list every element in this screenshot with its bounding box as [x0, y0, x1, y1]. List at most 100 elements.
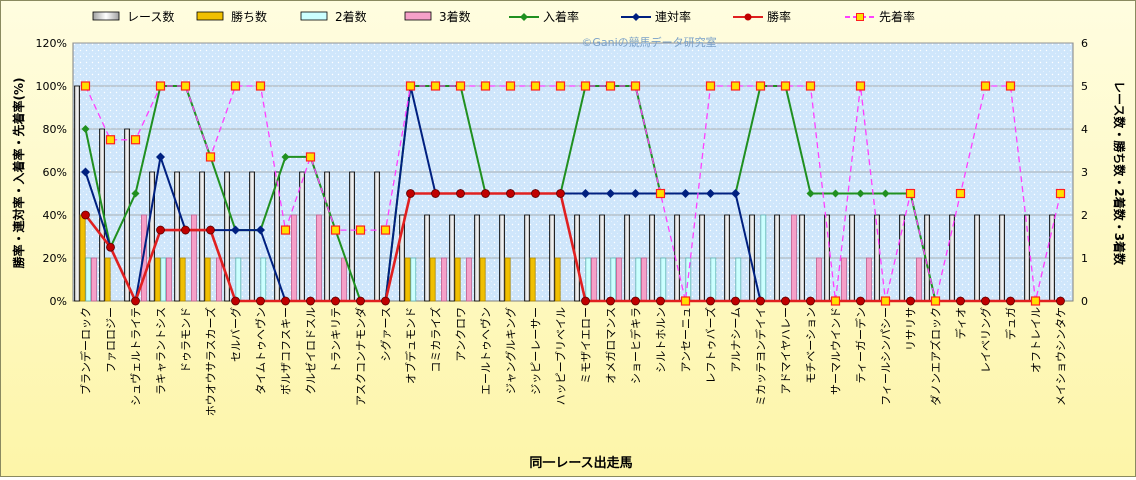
y-tick-left: 100% — [36, 80, 67, 93]
y-tick-left: 0% — [50, 295, 67, 308]
legend-label: 3着数 — [439, 9, 471, 24]
x-tick-label: セルバーグ — [229, 307, 243, 362]
point-3 — [981, 296, 990, 306]
point-4 — [80, 81, 91, 91]
point-4 — [455, 81, 466, 91]
bar-4 — [315, 214, 322, 302]
x-tick-label: ジャングルキング — [504, 307, 518, 394]
x-tick-label: デュガ — [1004, 307, 1018, 340]
legend-item-5: 入着率 — [509, 9, 579, 24]
x-tick-label: ブランデーロック — [79, 307, 93, 395]
legend-item-2: 勝ち数 — [196, 9, 267, 24]
bar-1 — [974, 214, 980, 302]
legend-marker — [856, 13, 864, 21]
bar-1 — [449, 214, 456, 302]
x-tick-label: ショーヒデキラ — [629, 307, 643, 384]
point-3 — [381, 296, 390, 306]
point-4 — [980, 81, 991, 91]
point-4 — [205, 152, 216, 162]
x-tick-label: アンクロワ — [455, 307, 468, 362]
bar-2 — [179, 257, 186, 302]
bar-1 — [824, 214, 830, 302]
bar-1 — [899, 214, 905, 302]
point-3 — [306, 296, 315, 306]
bar-4 — [641, 257, 647, 302]
point-4 — [1005, 81, 1016, 91]
bar-1 — [624, 214, 630, 302]
x-tick-label: フィールシンパシー — [880, 307, 893, 406]
point-4 — [330, 225, 341, 235]
point-3 — [431, 189, 440, 198]
bar-1 — [324, 171, 331, 302]
legend-item-6: 連対率 — [621, 9, 691, 24]
point-4 — [255, 81, 266, 91]
bar-2 — [554, 257, 561, 302]
x-tick-label: ホウオウサラスカーズ — [204, 307, 218, 416]
bar-1 — [474, 214, 481, 302]
bar-3 — [760, 214, 767, 302]
legend-item-4: 3着数 — [404, 9, 471, 24]
bar-4 — [215, 257, 222, 302]
point-4 — [555, 81, 566, 91]
point-3 — [806, 296, 815, 306]
bar-4 — [866, 257, 872, 302]
y-tick-left: 120% — [36, 37, 67, 50]
y-axis-right-title: レース数・勝ち数・2着数・3着数 — [1112, 81, 1127, 266]
point-3 — [506, 189, 515, 198]
legend-item-3: 2着数 — [300, 9, 367, 24]
legend-item-1: レース数 — [92, 9, 174, 24]
bar-3 — [710, 257, 717, 302]
x-tick-label: レフトゥバーズ — [704, 307, 718, 383]
point-4 — [880, 296, 891, 306]
point-3 — [206, 225, 215, 235]
bar-4 — [465, 257, 472, 302]
point-4 — [680, 296, 691, 306]
bar-4 — [616, 257, 622, 302]
y-tick-right: 0 — [1081, 295, 1088, 308]
x-tick-label: ディオ — [954, 307, 968, 339]
bar-1 — [549, 214, 555, 302]
bar-1 — [774, 214, 780, 302]
x-tick-label: アスクコンナモンダ — [354, 307, 368, 406]
point-4 — [905, 188, 916, 199]
point-4 — [230, 81, 241, 91]
point-4 — [630, 81, 641, 91]
point-1 — [81, 125, 90, 133]
bar-4 — [340, 257, 347, 302]
x-tick-label: ファロロジー — [105, 307, 118, 373]
legend-label: レース数 — [127, 9, 174, 24]
legend-swatch — [92, 11, 120, 21]
point-3 — [706, 296, 715, 306]
point-4 — [530, 81, 541, 91]
point-4 — [730, 81, 741, 91]
bar-2 — [204, 257, 211, 302]
point-1 — [806, 189, 815, 198]
x-tick-label: アンセーニュ — [680, 307, 693, 373]
bar-2 — [479, 257, 486, 302]
point-3 — [1056, 296, 1065, 306]
bar-3 — [735, 257, 742, 302]
bar-2 — [529, 257, 536, 302]
x-tick-label: レイベリング — [979, 307, 993, 373]
point-3 — [281, 296, 290, 306]
y-tick-right: 5 — [1081, 80, 1088, 93]
bar-2 — [504, 257, 511, 302]
bar-1 — [424, 214, 431, 302]
bar-3 — [660, 257, 667, 302]
legend-label: 連対率 — [655, 9, 691, 24]
bar-1 — [374, 171, 381, 302]
x-tick-label: ダノンエアズロック — [929, 307, 943, 406]
bar-2 — [154, 257, 161, 302]
point-3 — [456, 189, 465, 198]
bar-1 — [199, 171, 206, 302]
y-tick-left: 80% — [43, 123, 67, 136]
point-3 — [631, 296, 640, 306]
x-tick-label: ジッピーレーサー — [530, 307, 543, 395]
point-4 — [955, 188, 966, 199]
point-4 — [355, 225, 366, 235]
point-3 — [781, 296, 790, 306]
point-4 — [405, 81, 416, 91]
point-2 — [706, 189, 715, 198]
x-tick-label: コミカライズ — [429, 307, 443, 373]
